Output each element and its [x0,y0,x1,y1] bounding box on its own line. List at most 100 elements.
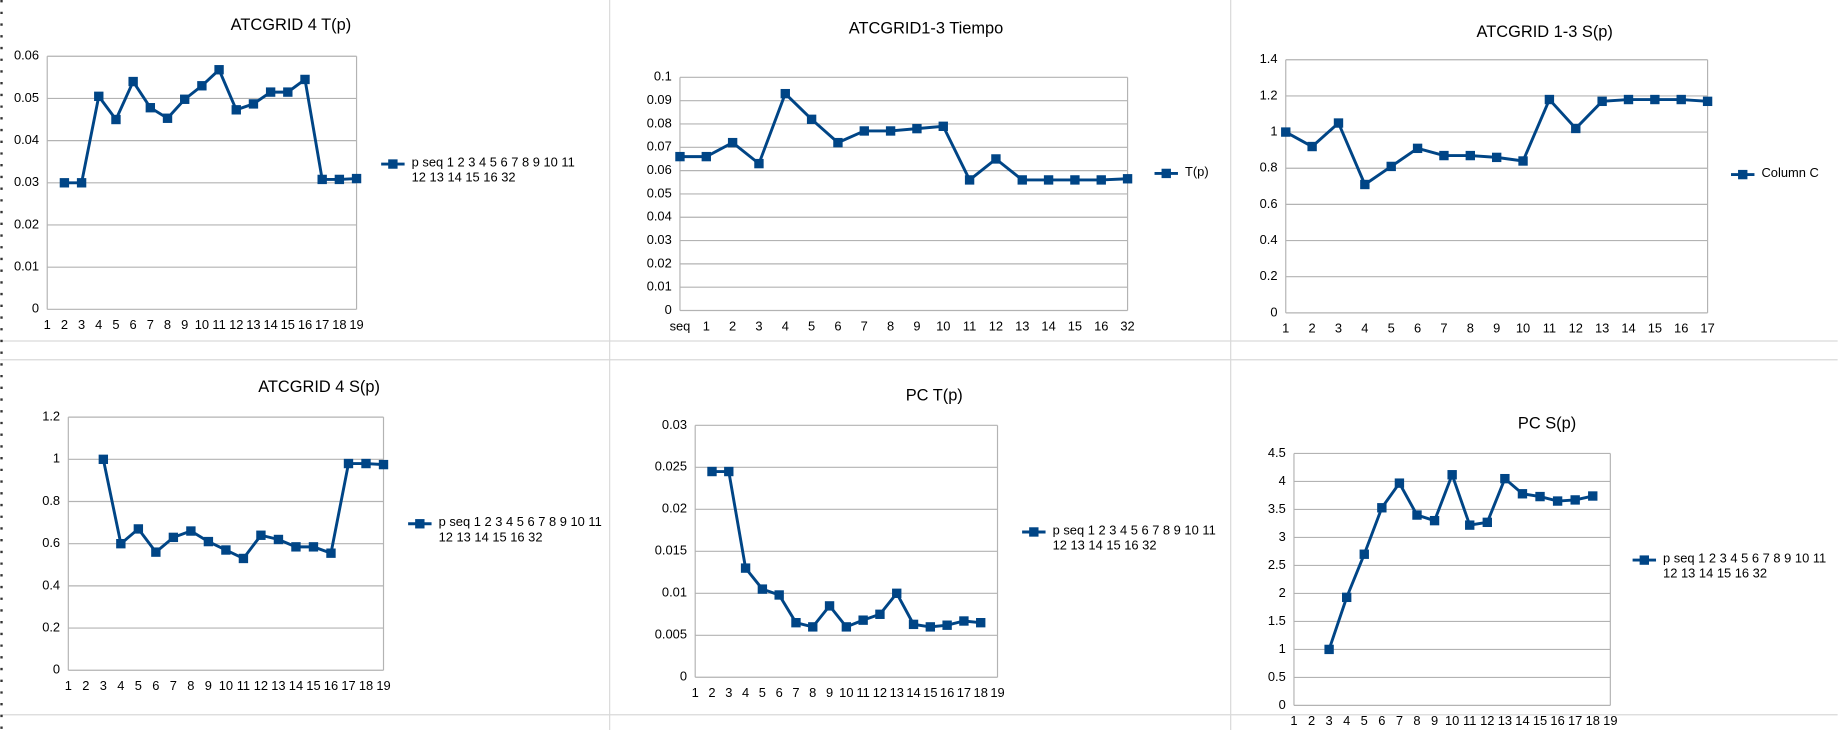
x-tick-label: 7 [1440,321,1447,336]
x-tick-label: 12 [229,317,243,332]
x-tick-label: 1 [703,318,710,333]
x-tick-label: 17 [315,317,329,332]
x-tick-label: 16 [1550,713,1564,728]
data-marker [1500,473,1510,484]
data-line [1327,470,1594,650]
y-tick-label: 0.4 [1260,232,1278,247]
y-tick-label: 0.06 [14,48,39,63]
legend-label: p seq 1 2 3 4 5 6 7 8 9 10 11 12 13 14 1… [1663,551,1827,582]
y-tick-label: 0 [680,669,687,684]
y-tick-label: 0.6 [1260,196,1278,211]
x-tick-label: 4 [117,678,124,693]
data-marker [248,99,259,109]
y-tick-label: 0.06 [647,162,672,177]
data-marker [780,88,790,99]
x-tick-label: 3 [725,685,732,700]
x-tick-label: 5 [135,678,142,693]
x-tick-label: 11 [237,678,250,693]
chart-title: PC S(p) [1518,415,1576,433]
x-tick-label: 8 [1413,713,1420,728]
data-marker [1359,549,1369,559]
data-marker [774,590,784,600]
x-tick-label: 3 [78,317,85,332]
legend-label: p seq 1 2 3 4 5 6 7 8 9 10 11 12 13 14 1… [1052,523,1216,554]
y-tick-label: 0.6 [42,535,60,550]
data-marker [808,622,818,632]
y-tick-label: 1.2 [42,409,60,424]
x-tick-label: 17 [1568,713,1582,728]
data-marker [938,121,948,131]
y-tick-label: 0 [32,301,39,316]
data-marker [724,466,734,477]
y-tick-label: 1 [53,451,60,466]
data-marker [197,81,207,91]
data-marker [1429,515,1440,526]
x-tick-label: 12 [254,678,268,693]
x-tick-label: 11 [1463,713,1476,728]
data-marker [231,105,241,115]
x-tick-label: 2 [729,318,736,333]
legend-box: p seq 1 2 3 4 5 6 7 8 9 10 11 12 13 14 1… [438,515,602,545]
y-tick-label: 0.02 [662,501,687,516]
y-tick-label: 0 [53,662,60,677]
x-tick-label: 3 [1326,713,1333,728]
data-marker [98,454,109,465]
x-tick-label: 4 [782,318,789,333]
y-tick-label: 4 [1279,473,1286,488]
legend-label: p seq 1 2 3 4 5 6 7 8 9 10 11 12 13 14 1… [411,155,575,186]
data-marker [976,618,986,628]
data-marker [791,618,801,628]
x-tick-label: 5 [112,317,119,332]
data-marker [1702,96,1713,107]
y-tick-label: 0.8 [1260,160,1278,175]
legend-marker [415,519,425,529]
data-marker [727,137,738,148]
data-marker [317,174,327,185]
legend-box: p seq 1 2 3 4 5 6 7 8 9 10 11 12 13 14 1… [411,155,575,186]
y-tick-label: 0.01 [14,259,39,274]
x-tick-label: 8 [809,685,816,700]
y-tick-label: 0.5 [1268,669,1286,684]
x-tick-label: 8 [1467,321,1474,336]
data-marker [168,532,179,543]
x-tick-label: seq [670,318,691,333]
data-marker [300,74,310,85]
x-tick-label: 3 [100,678,107,693]
legend-label: p seq 1 2 3 4 5 6 7 8 9 10 11 12 13 14 1… [438,515,602,545]
x-tick-label: 3 [1335,321,1342,336]
x-tick-label: 15 [1068,318,1082,333]
data-marker [858,615,868,625]
x-tick-label: 13 [271,678,285,693]
x-tick-label: 1 [65,678,72,693]
data-marker [1544,94,1555,105]
data-marker [214,65,224,75]
x-tick-label: 4 [1361,321,1368,336]
data-marker [1571,123,1581,134]
x-tick-label: 10 [936,318,950,333]
x-tick-label: 7 [170,678,177,693]
data-marker [265,87,276,97]
legend-marker [388,159,398,169]
data-marker [308,542,319,552]
data-marker [806,114,817,124]
data-marker [1570,495,1580,505]
data-marker [1650,94,1660,105]
data-marker [378,459,389,470]
x-tick-label: 19 [349,317,363,332]
data-marker [707,466,717,477]
x-tick-label: 2 [1309,321,1316,336]
data-marker [1043,175,1054,185]
y-tick-label: 0.03 [662,417,687,432]
chart-title: ATCGRID 4 S(p) [258,378,380,396]
x-tick-label: 7 [147,317,154,332]
x-tick-label: 9 [181,317,188,332]
data-marker [991,154,1001,164]
y-tick-label: 2 [1279,585,1286,600]
x-tick-label: 9 [826,685,833,700]
data-marker [675,151,685,162]
data-marker [757,584,768,594]
data-marker [701,151,711,162]
data-marker [76,178,87,188]
data-marker [221,545,231,555]
